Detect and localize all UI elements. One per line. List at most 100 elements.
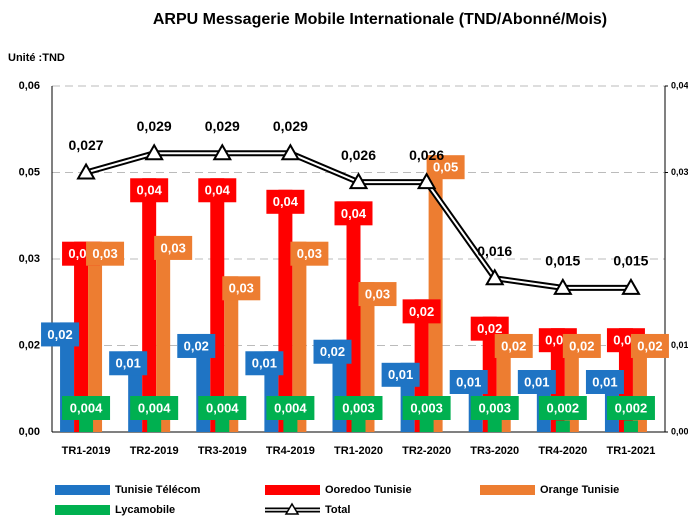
bar [210, 178, 225, 432]
value-label-bg [62, 396, 111, 420]
total-marker [212, 143, 233, 161]
value-label: 0,03 [297, 246, 322, 261]
value-label: 0,01 [388, 367, 413, 382]
value-label: 0,02 [320, 344, 345, 359]
bar [360, 282, 375, 432]
value-label-bg [334, 201, 373, 226]
legend-label: Tunisie Télécom [115, 484, 201, 496]
value-label-bg [334, 396, 383, 420]
total-label: 0,015 [545, 253, 580, 269]
value-label-bg [381, 362, 420, 387]
bar [623, 420, 638, 432]
x-tick-label: TR3-2020 [470, 445, 519, 457]
value-label-bg [562, 333, 601, 358]
x-tick-label: TR4-2020 [538, 445, 587, 457]
total-label: 0,027 [69, 137, 104, 153]
value-label-bg [290, 241, 329, 266]
legend-swatch [55, 485, 110, 495]
total-marker [280, 143, 301, 161]
value-label-bg [358, 282, 397, 307]
value-label: 0,03 [229, 281, 254, 296]
value-label-bg [538, 396, 587, 420]
value-label-bg [630, 333, 669, 358]
y2-tick-label: 0,04 [671, 80, 688, 90]
value-label: 0,004 [274, 400, 307, 415]
value-label-bg [130, 396, 179, 420]
unit-label: Unité :TND [8, 52, 65, 64]
total-label: 0,029 [273, 118, 308, 134]
value-label: 0,04 [341, 206, 367, 221]
legend-swatch [55, 505, 110, 515]
value-label: 0,02 [501, 338, 526, 353]
value-label: 0,002 [615, 400, 648, 415]
value-label: 0,04 [137, 183, 163, 198]
x-tick-label: TR4-2019 [266, 445, 315, 457]
bar [292, 241, 307, 432]
bar [88, 241, 103, 432]
legend-swatch [265, 485, 320, 495]
bar [555, 420, 570, 432]
value-label-bg [313, 339, 352, 364]
x-tick-label: TR2-2019 [130, 445, 179, 457]
legend-label: Lycamobile [115, 504, 175, 516]
chart-title: ARPU Messagerie Mobile Internationale (T… [153, 11, 607, 28]
value-label: 0,004 [138, 400, 171, 415]
value-label: 0,01 [116, 356, 141, 371]
value-label: 0,04 [205, 183, 231, 198]
y-tick-label: 0,00 [19, 426, 40, 438]
total-marker [348, 172, 369, 190]
total-marker [484, 268, 505, 286]
value-label: 0,03 [161, 240, 186, 255]
value-label-bg [402, 299, 441, 324]
value-label-bg [449, 370, 488, 394]
value-label-bg [41, 322, 80, 347]
y-tick-label: 0,06 [19, 80, 40, 92]
value-label-bg [470, 396, 519, 420]
y-tick-label: 0,02 [19, 339, 40, 351]
total-label: 0,015 [613, 253, 648, 269]
value-label: 0,02 [409, 304, 434, 319]
value-label: 0,01 [524, 374, 549, 389]
bar [346, 201, 361, 432]
value-label-bg [494, 333, 533, 358]
value-label: 0,003 [342, 400, 375, 415]
bar [74, 241, 89, 432]
total-marker [553, 277, 573, 295]
value-label: 0,05 [433, 160, 458, 175]
value-label-bg [585, 370, 624, 394]
y2-tick-label: 0,00 [671, 426, 688, 436]
value-label: 0,01 [456, 374, 481, 389]
value-label: 0,02 [47, 327, 72, 342]
total-marker [621, 277, 641, 295]
x-tick-label: TR1-2020 [334, 445, 383, 457]
value-label-bg [402, 396, 451, 420]
value-label-bg [266, 189, 305, 214]
value-label-bg [154, 235, 193, 260]
value-label: 0,03 [92, 246, 117, 261]
value-label: 0,004 [206, 400, 239, 415]
value-label: 0,002 [547, 400, 580, 415]
total-label: 0,026 [341, 147, 376, 163]
value-label: 0,02 [477, 321, 502, 336]
value-label: 0,01 [252, 356, 277, 371]
total-marker [416, 172, 437, 190]
value-label: 0,04 [273, 194, 299, 209]
bar [156, 235, 171, 432]
total-label: 0,029 [205, 118, 240, 134]
value-label: 0,02 [569, 338, 594, 353]
bar [428, 155, 443, 432]
value-label-bg [426, 155, 465, 180]
value-label: 0,03 [365, 287, 390, 302]
legend-label: Orange Tunisie [540, 484, 619, 496]
y2-tick-label: 0,01 [671, 340, 688, 350]
value-label-bg [198, 396, 247, 420]
legend-swatch [480, 485, 535, 495]
value-label-bg [245, 351, 284, 376]
total-marker [76, 162, 96, 180]
bar [224, 276, 239, 432]
value-label-bg [86, 241, 125, 266]
value-label: 0,02 [637, 338, 662, 353]
legend-label: Total [325, 504, 350, 516]
value-label-bg [517, 370, 556, 394]
